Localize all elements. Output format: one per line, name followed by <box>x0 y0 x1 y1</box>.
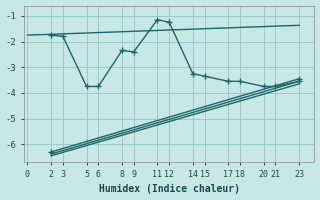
X-axis label: Humidex (Indice chaleur): Humidex (Indice chaleur) <box>99 184 240 194</box>
